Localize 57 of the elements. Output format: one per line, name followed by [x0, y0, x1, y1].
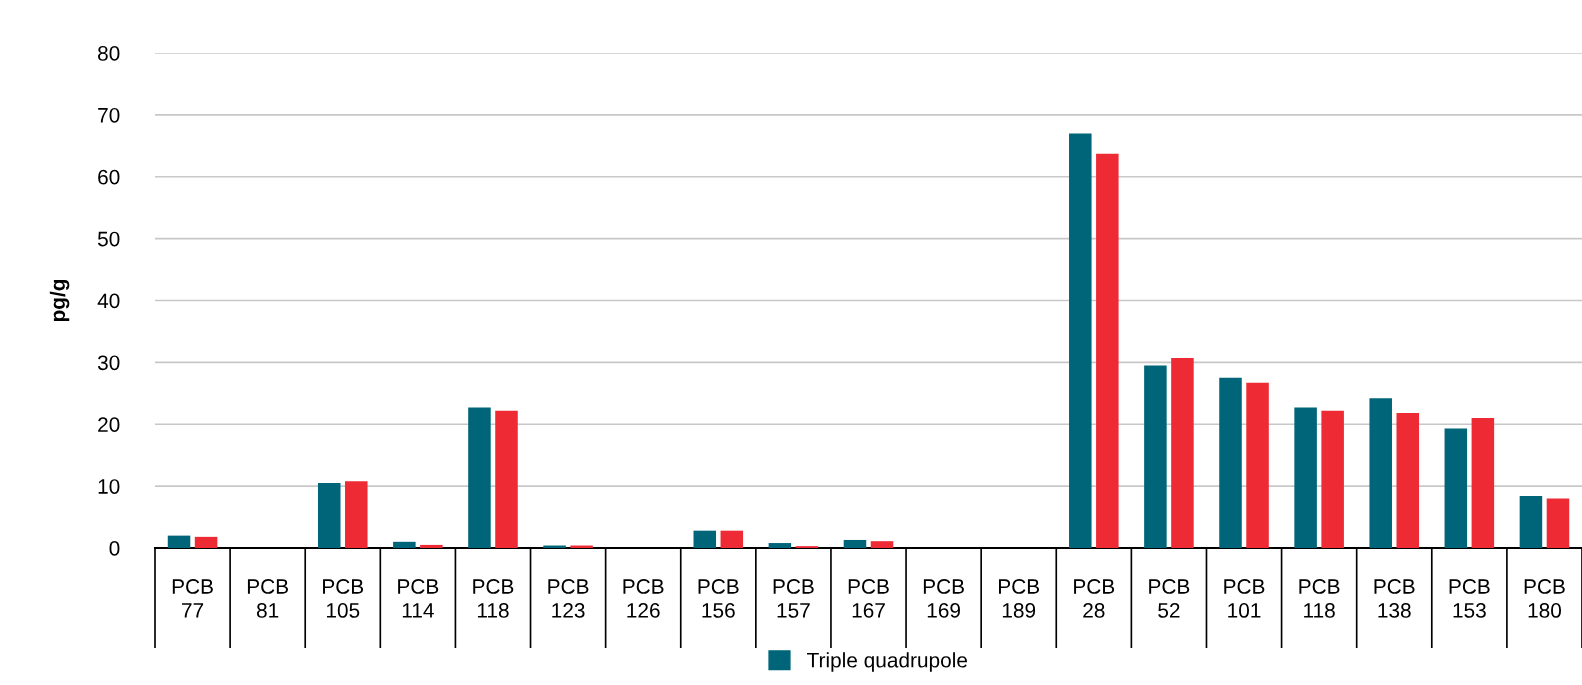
bar — [317, 483, 341, 548]
x-tick-label: PCB 81 — [247, 579, 288, 618]
bar — [1069, 133, 1092, 548]
bar — [843, 539, 867, 548]
x-tick-label: PCB 156 — [698, 579, 739, 618]
y-tick-label: 10 — [98, 479, 120, 494]
bar — [768, 543, 792, 548]
bar — [1171, 358, 1194, 548]
bar — [393, 541, 416, 548]
bar — [1546, 498, 1570, 548]
bar — [1444, 428, 1468, 548]
bar — [1096, 153, 1119, 548]
y-tick-label: 0 — [109, 541, 120, 556]
x-tick-label: PCB 180 — [1524, 579, 1565, 618]
x-tick-label: PCB 138 — [1374, 579, 1415, 618]
y-tick-label: 80 — [98, 46, 120, 61]
x-tick-label: PCB 169 — [923, 579, 964, 618]
bar — [495, 410, 518, 548]
x-tick-label: PCB 157 — [773, 579, 814, 618]
x-tick-label: PCB 153 — [1449, 579, 1490, 618]
x-tick-label: PCB 77 — [172, 579, 213, 618]
x-tick-label: PCB 105 — [323, 579, 364, 618]
bar — [1321, 410, 1344, 548]
x-tick-label: PCB 101 — [1224, 579, 1265, 618]
x-tick-label: PCB 123 — [548, 579, 589, 618]
bar — [1294, 407, 1317, 548]
x-tick-label: PCB 28 — [1074, 579, 1115, 618]
y-tick-label: 60 — [98, 169, 120, 185]
x-tick-label: PCB 126 — [623, 579, 664, 618]
bar — [720, 530, 744, 548]
bar — [1519, 496, 1543, 548]
bar — [167, 535, 191, 548]
bar — [194, 536, 218, 548]
y-tick-label: 70 — [98, 107, 120, 123]
bar — [468, 407, 491, 548]
x-tick-label: PCB 167 — [848, 579, 889, 618]
y-axis-title: pg/g — [49, 279, 70, 322]
bar — [1369, 398, 1392, 548]
x-tick-label: PCB 118 — [473, 579, 514, 618]
bar — [420, 544, 443, 548]
y-tick-label: 40 — [97, 293, 120, 309]
bar — [1246, 382, 1269, 548]
y-tick-label: 30 — [97, 355, 120, 371]
bar — [1219, 377, 1242, 548]
y-tick-label: 50 — [97, 231, 120, 247]
x-tick-label: PCB 189 — [999, 579, 1040, 618]
bar — [1471, 418, 1495, 548]
x-tick-label: PCB 114 — [398, 579, 439, 618]
bar — [1144, 365, 1167, 548]
bar — [1396, 413, 1420, 548]
legend-label: Triple quadrupole — [807, 652, 968, 672]
bar — [693, 530, 717, 548]
bar — [345, 481, 368, 548]
x-tick-label: PCB 52 — [1149, 579, 1190, 618]
y-tick-label: 20 — [98, 417, 120, 432]
x-tick-label: PCB 118 — [1299, 579, 1340, 618]
bar — [870, 541, 894, 548]
